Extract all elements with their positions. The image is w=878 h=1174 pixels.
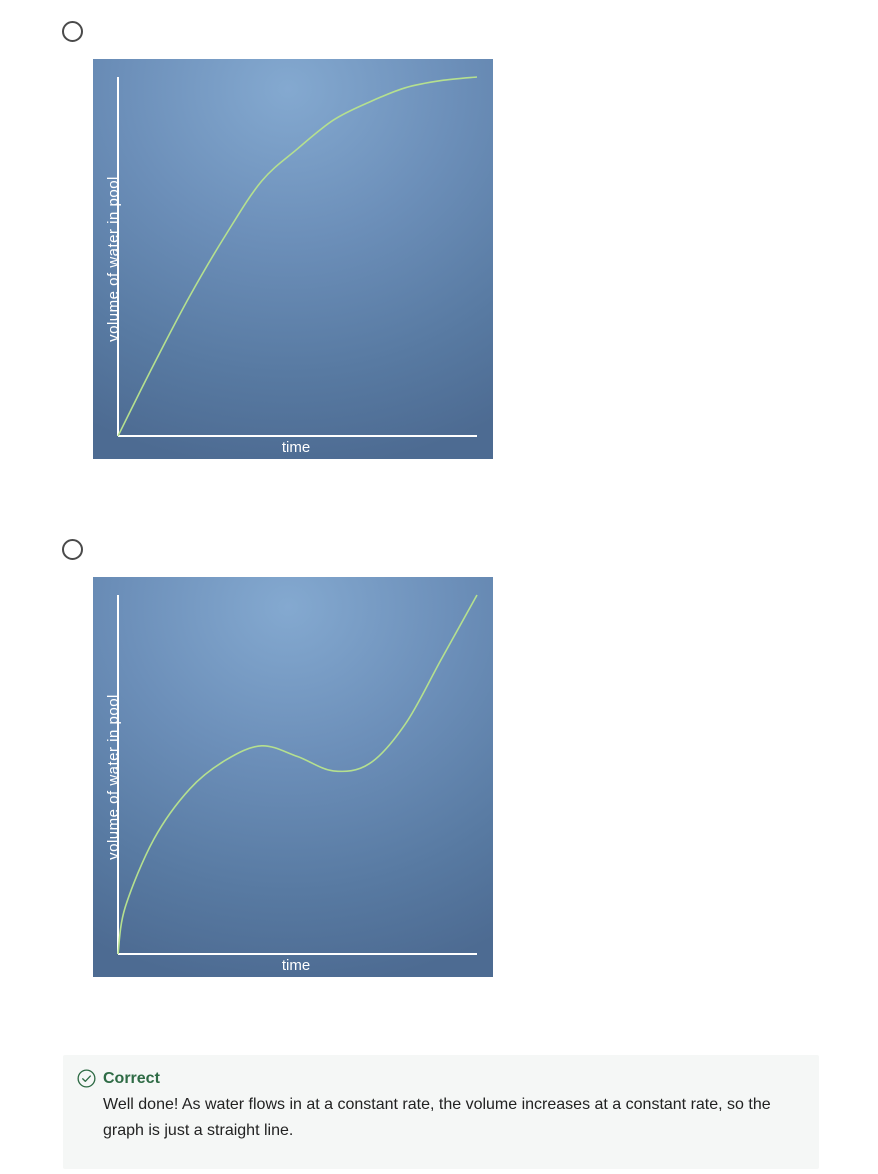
x-axis-label: time: [281, 439, 311, 456]
feedback-title: Correct: [103, 1070, 160, 1087]
option-1-plot: [117, 76, 478, 437]
option-2-radio[interactable]: [62, 539, 83, 560]
option-2-graph: volume of water in pool time: [93, 577, 493, 977]
series-line: [117, 594, 478, 955]
feedback-panel: Correct Well done! As water flows in at …: [63, 1055, 819, 1169]
y-axis-label: volume of water in pool: [105, 176, 122, 342]
option-1-graph: volume of water in pool time: [93, 59, 493, 459]
check-circle-icon: [77, 1069, 96, 1088]
y-axis-label: volume of water in pool: [105, 694, 122, 860]
x-axis-label: time: [281, 957, 311, 974]
series-line: [117, 76, 478, 437]
feedback-text: Well done! As water flows in at a consta…: [103, 1096, 771, 1139]
option-1-radio[interactable]: [62, 21, 83, 42]
option-2-plot: [117, 594, 478, 955]
